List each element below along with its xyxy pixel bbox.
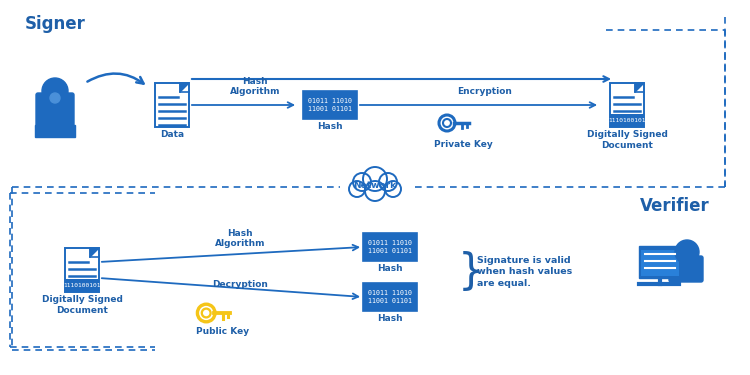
FancyBboxPatch shape — [610, 83, 644, 127]
Circle shape — [365, 181, 385, 201]
Polygon shape — [180, 83, 189, 92]
Text: Hash
Algorithm: Hash Algorithm — [214, 229, 266, 248]
FancyBboxPatch shape — [303, 91, 357, 119]
FancyBboxPatch shape — [35, 125, 75, 137]
FancyBboxPatch shape — [639, 246, 681, 278]
Text: 01011 11010: 01011 11010 — [368, 290, 412, 296]
FancyBboxPatch shape — [641, 250, 679, 276]
Text: Encryption: Encryption — [458, 87, 512, 96]
Text: Hash: Hash — [377, 314, 403, 323]
FancyBboxPatch shape — [65, 248, 99, 292]
FancyBboxPatch shape — [36, 93, 74, 127]
Text: Hash: Hash — [377, 264, 403, 273]
Text: Decryption: Decryption — [212, 280, 268, 289]
Text: 11001 01101: 11001 01101 — [308, 106, 352, 112]
FancyBboxPatch shape — [669, 256, 703, 282]
Text: Signer: Signer — [25, 15, 86, 33]
Circle shape — [353, 173, 371, 191]
Text: Public Key: Public Key — [196, 327, 250, 336]
Text: Digitally Signed
Document: Digitally Signed Document — [41, 295, 122, 315]
Text: 1110100101: 1110100101 — [608, 118, 646, 123]
FancyBboxPatch shape — [363, 233, 417, 261]
Circle shape — [42, 78, 68, 104]
Text: 11001 01101: 11001 01101 — [368, 298, 412, 304]
Text: Digitally Signed
Document: Digitally Signed Document — [586, 130, 668, 150]
Text: Private Key: Private Key — [433, 140, 492, 149]
Circle shape — [675, 240, 699, 264]
Text: Hash: Hash — [317, 122, 343, 131]
Text: 11001 01101: 11001 01101 — [368, 248, 412, 254]
Text: Data: Data — [160, 130, 184, 139]
Circle shape — [443, 119, 451, 127]
Text: Network: Network — [353, 180, 397, 189]
Text: 01011 11010: 01011 11010 — [368, 240, 412, 246]
Circle shape — [363, 167, 387, 191]
Text: }: } — [458, 251, 484, 293]
FancyBboxPatch shape — [610, 114, 644, 127]
Text: 1110100101: 1110100101 — [63, 283, 100, 288]
Circle shape — [379, 173, 397, 191]
Text: 01011 11010: 01011 11010 — [308, 98, 352, 104]
Text: Hash
Algorithm: Hash Algorithm — [230, 76, 280, 96]
Circle shape — [50, 93, 60, 103]
Polygon shape — [635, 83, 644, 92]
FancyBboxPatch shape — [65, 279, 99, 292]
FancyBboxPatch shape — [363, 283, 417, 311]
Circle shape — [385, 181, 401, 197]
Circle shape — [202, 309, 211, 317]
Polygon shape — [90, 248, 99, 257]
FancyBboxPatch shape — [155, 83, 189, 127]
Text: Signature is valid
when hash values
are equal.: Signature is valid when hash values are … — [477, 256, 572, 288]
Circle shape — [349, 181, 365, 197]
Text: Verifier: Verifier — [640, 197, 710, 215]
